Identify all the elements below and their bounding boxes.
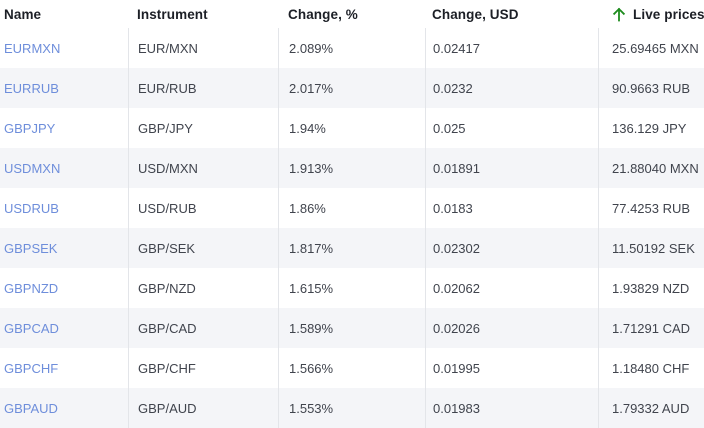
table-row[interactable]: GBPAUD GBP/AUD 1.553% 0.01983 1.79332 AU… <box>0 388 704 428</box>
instrument-cell: GBP/AUD <box>128 388 278 428</box>
change-pct-cell: 1.566% <box>278 348 425 388</box>
live-price-cell: 25.69465 MXN <box>598 28 704 68</box>
table-row[interactable]: USDMXN USD/MXN 1.913% 0.01891 21.88040 M… <box>0 148 704 188</box>
instrument-cell: USD/MXN <box>128 148 278 188</box>
column-header-label: Change, USD <box>432 6 519 22</box>
live-price-cell: 77.4253 RUB <box>598 188 704 228</box>
symbol-link[interactable]: GBPCHF <box>4 360 59 376</box>
change-pct-cell: 1.589% <box>278 308 425 348</box>
instrument-cell: EUR/RUB <box>128 68 278 108</box>
change-usd-cell: 0.01891 <box>425 148 598 188</box>
change-pct-cell: 1.615% <box>278 268 425 308</box>
change-usd-cell: 0.02026 <box>425 308 598 348</box>
instrument-cell: GBP/CAD <box>128 308 278 348</box>
change-usd-cell: 0.02302 <box>425 228 598 268</box>
change-usd-cell: 0.02417 <box>425 28 598 68</box>
symbol-link[interactable]: EURRUB <box>4 80 59 96</box>
live-price-cell: 90.9663 RUB <box>598 68 704 108</box>
instrument-cell: USD/RUB <box>128 188 278 228</box>
symbol-link[interactable]: EURMXN <box>4 40 61 56</box>
table-row[interactable]: USDRUB USD/RUB 1.86% 0.0183 77.4253 RUB <box>0 188 704 228</box>
instrument-cell: EUR/MXN <box>128 28 278 68</box>
symbol-link[interactable]: USDRUB <box>4 200 59 216</box>
column-header-change-usd[interactable]: Change, USD <box>425 0 598 28</box>
change-usd-cell: 0.0232 <box>425 68 598 108</box>
table-row[interactable]: GBPCHF GBP/CHF 1.566% 0.01995 1.18480 CH… <box>0 348 704 388</box>
symbol-link[interactable]: GBPCAD <box>4 320 59 336</box>
column-header-live-prices[interactable]: Live prices <box>598 0 704 28</box>
symbol-link[interactable]: USDMXN <box>4 160 61 176</box>
change-pct-cell: 1.86% <box>278 188 425 228</box>
arrow-up-icon <box>611 6 627 22</box>
change-pct-cell: 2.089% <box>278 28 425 68</box>
change-usd-cell: 0.02062 <box>425 268 598 308</box>
column-header-label: Change, % <box>288 6 358 22</box>
table-row[interactable]: GBPNZD GBP/NZD 1.615% 0.02062 1.93829 NZ… <box>0 268 704 308</box>
change-pct-cell: 2.017% <box>278 68 425 108</box>
instrument-cell: GBP/NZD <box>128 268 278 308</box>
change-usd-cell: 0.01995 <box>425 348 598 388</box>
change-pct-cell: 1.553% <box>278 388 425 428</box>
change-pct-cell: 1.913% <box>278 148 425 188</box>
column-header-name[interactable]: Name <box>0 0 128 28</box>
table-row[interactable]: GBPJPY GBP/JPY 1.94% 0.025 136.129 JPY <box>0 108 704 148</box>
live-price-cell: 1.93829 NZD <box>598 268 704 308</box>
change-pct-cell: 1.817% <box>278 228 425 268</box>
table-row[interactable]: EURMXN EUR/MXN 2.089% 0.02417 25.69465 M… <box>0 28 704 68</box>
symbol-link[interactable]: GBPSEK <box>4 240 58 256</box>
live-price-cell: 21.88040 MXN <box>598 148 704 188</box>
symbol-link[interactable]: GBPJPY <box>4 120 56 136</box>
table-header-row: Name Instrument Change, % Change, USD Li… <box>0 0 704 28</box>
instrument-cell: GBP/CHF <box>128 348 278 388</box>
live-price-cell: 1.79332 AUD <box>598 388 704 428</box>
table-row[interactable]: GBPCAD GBP/CAD 1.589% 0.02026 1.71291 CA… <box>0 308 704 348</box>
table-row[interactable]: GBPSEK GBP/SEK 1.817% 0.02302 11.50192 S… <box>0 228 704 268</box>
column-header-label: Live prices <box>633 6 704 22</box>
live-price-cell: 1.18480 CHF <box>598 348 704 388</box>
live-price-cell: 1.71291 CAD <box>598 308 704 348</box>
symbol-link[interactable]: GBPAUD <box>4 400 58 416</box>
column-header-change-pct[interactable]: Change, % <box>278 0 425 28</box>
live-price-cell: 136.129 JPY <box>598 108 704 148</box>
instrument-cell: GBP/SEK <box>128 228 278 268</box>
column-header-label: Instrument <box>137 6 208 22</box>
change-usd-cell: 0.0183 <box>425 188 598 228</box>
column-header-label: Name <box>4 6 42 22</box>
change-pct-cell: 1.94% <box>278 108 425 148</box>
live-price-cell: 11.50192 SEK <box>598 228 704 268</box>
symbol-link[interactable]: GBPNZD <box>4 280 59 296</box>
column-header-instrument[interactable]: Instrument <box>128 0 278 28</box>
instrument-cell: GBP/JPY <box>128 108 278 148</box>
change-usd-cell: 0.01983 <box>425 388 598 428</box>
table-row[interactable]: EURRUB EUR/RUB 2.017% 0.0232 90.9663 RUB <box>0 68 704 108</box>
change-usd-cell: 0.025 <box>425 108 598 148</box>
